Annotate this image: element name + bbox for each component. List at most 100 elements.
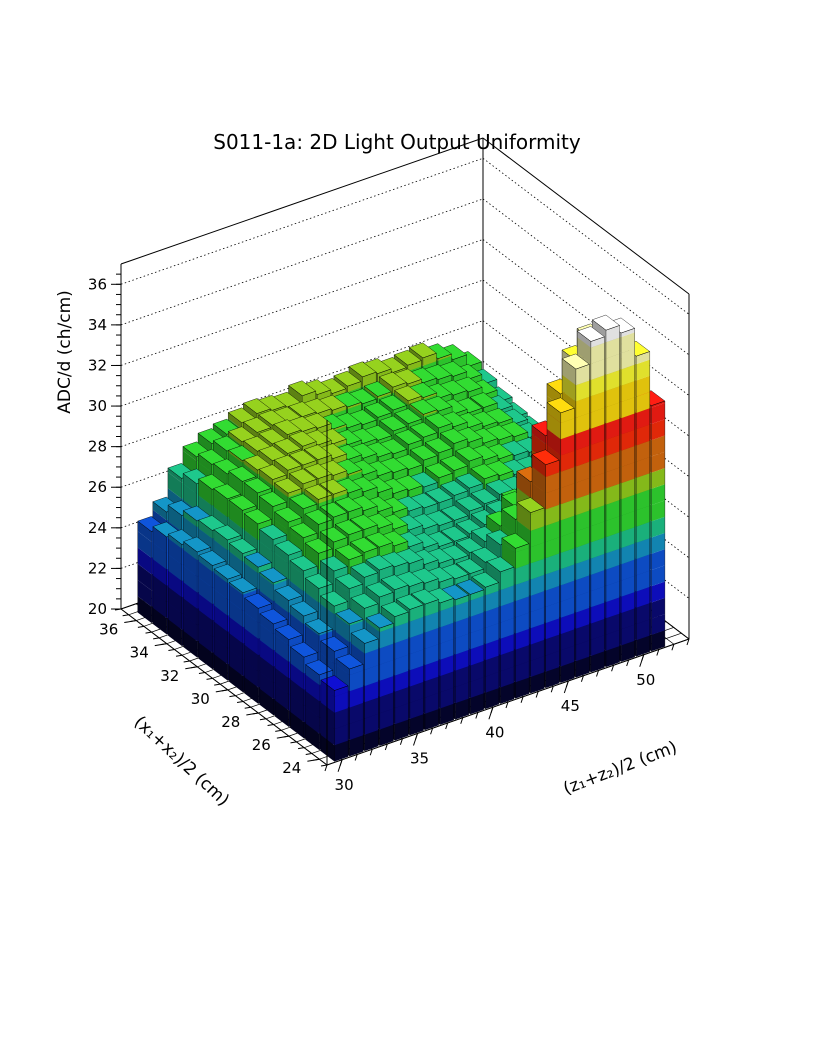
bar-side-face: [214, 621, 228, 649]
bar-side-face: [152, 575, 167, 602]
bar-side-face: [183, 483, 197, 511]
bar-front-face: [424, 543, 439, 550]
bar-side-face: [168, 505, 182, 532]
bar-front-face: [438, 354, 452, 361]
bar-side-face: [244, 562, 259, 590]
bar-side-face: [229, 665, 243, 693]
bar-side-face: [168, 619, 182, 646]
bar-front-face: [333, 489, 348, 499]
chart-title: S011-1a: 2D Light Output Uniformity: [213, 130, 581, 154]
bar-front-face: [438, 448, 453, 461]
bar-side-face: [183, 630, 198, 658]
bar-front-face: [378, 506, 393, 516]
bar-front-face: [258, 562, 272, 574]
bar-side-face: [228, 450, 243, 463]
lego-bars: [137, 314, 666, 762]
bar-side-face: [243, 459, 258, 475]
bar-edge: [152, 526, 167, 635]
bar-side-face: [289, 560, 304, 575]
bar-edge: [137, 520, 152, 623]
bar-front-face: [423, 409, 437, 417]
bar-side-face: [198, 577, 213, 605]
bar-side-face: [168, 534, 182, 549]
bar-side-face: [137, 580, 152, 607]
bar-side-face: [274, 544, 289, 564]
bar-front-face: [377, 391, 392, 399]
frame-edge: [482, 137, 690, 295]
bar-front-face: [408, 464, 423, 472]
bar-side-face: [259, 640, 274, 667]
bar-front-face: [454, 515, 469, 523]
bar-edge: [198, 554, 213, 670]
bar-side-face: [304, 514, 319, 537]
bar-side-face: [410, 449, 424, 467]
bar-side-face: [198, 561, 213, 588]
bar-front-face: [364, 524, 378, 538]
bar-side-face: [198, 479, 213, 506]
bar-side-face: [259, 496, 273, 519]
bar-side-face: [440, 460, 455, 473]
bar-side-face: [259, 672, 274, 700]
bar-side-face: [214, 589, 228, 616]
bar-side-face: [304, 489, 319, 504]
bar-front-face: [424, 524, 438, 533]
bar-side-face: [183, 473, 197, 494]
bar-side-face: [168, 603, 182, 630]
bar-side-face: [229, 582, 243, 595]
bar-side-face: [167, 468, 182, 483]
bar-side-face: [183, 614, 198, 642]
bar-front-face: [439, 520, 453, 528]
bar-side-face: [274, 511, 289, 531]
bar-side-face: [274, 553, 289, 580]
bar-edge: [213, 568, 228, 681]
bar-front-face: [483, 402, 498, 412]
bar-side-face: [228, 502, 243, 529]
bar-side-face: [244, 660, 259, 688]
bar-front-face: [393, 468, 408, 477]
bar-side-face: [168, 538, 182, 565]
bar-side-face: [244, 513, 258, 541]
bar-front-face: [333, 537, 348, 549]
bar-side-face: [243, 440, 258, 458]
bar-side-face: [213, 529, 228, 551]
bar-side-face: [183, 598, 198, 626]
bar-side-face: [198, 433, 212, 456]
gridline: [482, 157, 690, 315]
bar-side-face: [259, 613, 274, 635]
bar-edge: [168, 533, 183, 646]
bar-side-face: [183, 510, 197, 528]
bar-side-face: [259, 572, 274, 585]
bar-front-face: [468, 408, 483, 417]
bar-side-face: [259, 656, 274, 683]
bar-front-face: [423, 392, 437, 400]
bar-side-face: [214, 654, 228, 681]
bar-front-face: [332, 388, 346, 398]
bar-front-face: [379, 523, 393, 533]
bar-front-face: [407, 360, 422, 372]
bar-side-face: [198, 642, 213, 670]
bar-side-face: [152, 591, 167, 619]
bar-front-face: [332, 439, 347, 448]
bar-side-face: [229, 616, 243, 644]
bar-front-face: [484, 438, 498, 446]
bar-front-face: [393, 449, 407, 460]
bar-front-face: [333, 453, 347, 465]
bar-side-face: [198, 626, 213, 653]
bar-side-face: [229, 551, 243, 578]
bar-side-face: [198, 555, 213, 572]
bar-side-face: [244, 482, 258, 508]
bar-side-face: [152, 559, 167, 586]
bar-side-face: [228, 471, 243, 496]
bar-front-face: [408, 379, 422, 389]
bar-side-face: [137, 521, 152, 542]
bar-side-face: [228, 412, 242, 429]
bar-front-face: [408, 396, 422, 405]
bar-side-face: [379, 376, 393, 394]
bar-front-face: [303, 566, 318, 575]
gridline: [482, 239, 690, 396]
bar-side-face: [244, 677, 259, 704]
bar-edge: [229, 582, 244, 693]
bar-side-face: [244, 598, 259, 623]
bar-side-face: [244, 628, 259, 656]
